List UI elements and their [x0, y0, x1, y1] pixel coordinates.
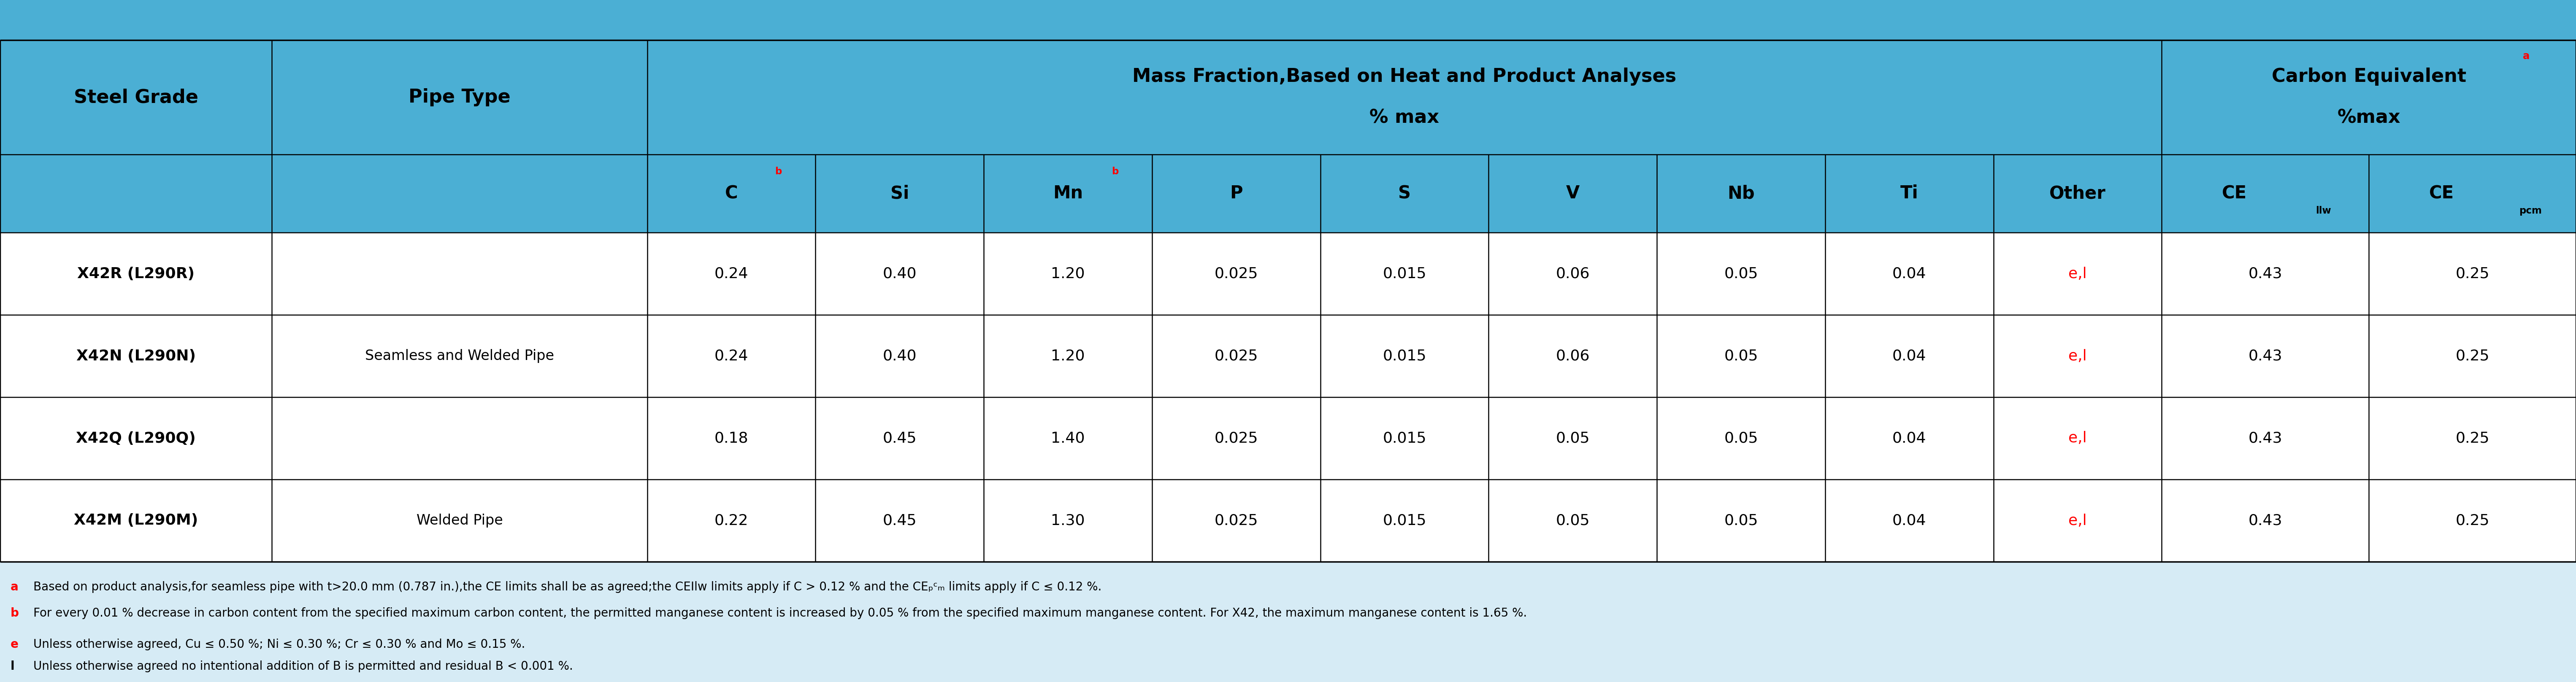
Text: Nb: Nb	[1728, 185, 1754, 203]
Text: 0.25: 0.25	[2455, 514, 2488, 528]
Text: 1.20: 1.20	[1051, 267, 1084, 281]
Text: b: b	[10, 608, 18, 619]
Text: 0.43: 0.43	[2249, 267, 2282, 281]
Text: 0.025: 0.025	[1213, 267, 1257, 281]
Text: 0.015: 0.015	[1383, 514, 1427, 528]
Text: b: b	[1113, 167, 1118, 177]
Text: Unless otherwise agreed, Cu ≤ 0.50 %; Ni ≤ 0.30 %; Cr ≤ 0.30 % and Mo ≤ 0.15 %.: Unless otherwise agreed, Cu ≤ 0.50 %; Ni…	[33, 639, 526, 651]
Text: e: e	[10, 639, 18, 651]
Bar	[0, 562, 2576, 682]
Text: 0.04: 0.04	[1893, 514, 1927, 528]
Text: 0.06: 0.06	[1556, 349, 1589, 363]
Text: e,l: e,l	[2069, 267, 2087, 281]
Text: 0.05: 0.05	[1556, 514, 1589, 528]
Text: 0.05: 0.05	[1556, 431, 1589, 445]
Text: 0.40: 0.40	[884, 349, 917, 363]
Text: Unless otherwise agreed no intentional addition of B is permitted and residual B: Unless otherwise agreed no intentional a…	[33, 660, 572, 672]
Text: C: C	[724, 185, 737, 203]
Text: 0.04: 0.04	[1893, 431, 1927, 445]
Text: P: P	[1229, 185, 1242, 203]
Text: 0.05: 0.05	[1723, 514, 1757, 528]
Text: Si: Si	[891, 185, 909, 203]
Text: 0.18: 0.18	[714, 431, 750, 445]
Text: l: l	[10, 660, 15, 672]
Text: 0.25: 0.25	[2455, 349, 2488, 363]
Text: 0.015: 0.015	[1383, 431, 1427, 445]
Text: 0.025: 0.025	[1213, 431, 1257, 445]
Text: 0.43: 0.43	[2249, 349, 2282, 363]
Text: llw: llw	[2316, 206, 2331, 216]
Text: 0.43: 0.43	[2249, 514, 2282, 528]
Text: For every 0.01 % decrease in carbon content from the specified maximum carbon co: For every 0.01 % decrease in carbon cont…	[33, 608, 1528, 619]
Text: Mn: Mn	[1054, 185, 1082, 203]
Text: b: b	[775, 167, 783, 177]
Text: 0.015: 0.015	[1383, 349, 1427, 363]
Text: Mass Fraction,Based on Heat and Product Analyses: Mass Fraction,Based on Heat and Product …	[1133, 68, 1677, 86]
Text: e,l: e,l	[2069, 431, 2087, 445]
Text: 0.22: 0.22	[714, 514, 750, 528]
Text: X42R (L290R): X42R (L290R)	[77, 267, 196, 281]
Text: S: S	[1399, 185, 1412, 203]
Text: 1.40: 1.40	[1051, 431, 1084, 445]
Text: 0.24: 0.24	[714, 267, 750, 281]
Text: 0.06: 0.06	[1556, 267, 1589, 281]
Text: CE: CE	[2429, 185, 2455, 203]
Text: 0.025: 0.025	[1213, 514, 1257, 528]
Text: X42Q (L290Q): X42Q (L290Q)	[77, 431, 196, 445]
Text: Welded Pipe: Welded Pipe	[417, 514, 502, 528]
Text: 0.015: 0.015	[1383, 267, 1427, 281]
Text: CE: CE	[2221, 185, 2246, 203]
Bar	[0, 40, 2576, 154]
Text: Seamless and Welded Pipe: Seamless and Welded Pipe	[366, 349, 554, 363]
Bar	[0, 233, 2576, 315]
Text: Pipe Type: Pipe Type	[410, 88, 510, 106]
Bar	[0, 397, 2576, 479]
Text: %max: %max	[2336, 109, 2401, 127]
Text: a: a	[2522, 51, 2530, 61]
Text: 0.04: 0.04	[1893, 349, 1927, 363]
Text: Based on product analysis,for seamless pipe with t>20.0 mm (0.787 in.),the CE li: Based on product analysis,for seamless p…	[33, 581, 1103, 593]
Text: 0.025: 0.025	[1213, 349, 1257, 363]
Text: 0.04: 0.04	[1893, 267, 1927, 281]
Text: Carbon Equivalent: Carbon Equivalent	[2272, 68, 2465, 86]
Text: 0.05: 0.05	[1723, 267, 1757, 281]
Text: Steel Grade: Steel Grade	[75, 88, 198, 106]
Bar	[0, 479, 2576, 562]
Text: 0.40: 0.40	[884, 267, 917, 281]
Text: e,l: e,l	[2069, 514, 2087, 528]
Text: X42M (L290M): X42M (L290M)	[75, 514, 198, 528]
Text: % max: % max	[1370, 109, 1440, 127]
Text: 0.25: 0.25	[2455, 431, 2488, 445]
Text: Other: Other	[2050, 185, 2105, 203]
Text: X42N (L290N): X42N (L290N)	[77, 349, 196, 363]
Text: 0.05: 0.05	[1723, 349, 1757, 363]
Text: 0.05: 0.05	[1723, 431, 1757, 445]
Text: 0.45: 0.45	[884, 514, 917, 528]
Text: Ti: Ti	[1901, 185, 1919, 203]
Text: 0.25: 0.25	[2455, 267, 2488, 281]
Text: 1.20: 1.20	[1051, 349, 1084, 363]
Text: e,l: e,l	[2069, 349, 2087, 363]
Bar	[0, 154, 2576, 233]
Text: 0.43: 0.43	[2249, 431, 2282, 445]
Text: 0.24: 0.24	[714, 349, 750, 363]
Bar	[0, 315, 2576, 397]
Text: 1.30: 1.30	[1051, 514, 1084, 528]
Text: a: a	[10, 581, 18, 593]
Text: 0.45: 0.45	[884, 431, 917, 445]
Text: V: V	[1566, 185, 1579, 203]
Text: pcm: pcm	[2519, 206, 2543, 216]
